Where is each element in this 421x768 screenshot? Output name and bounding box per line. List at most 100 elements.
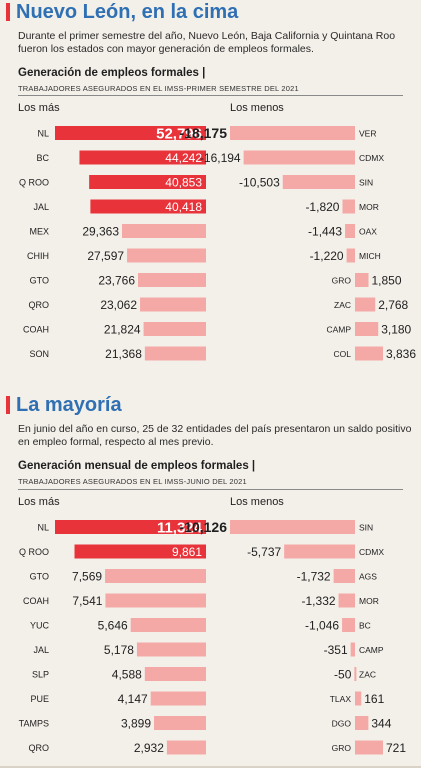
section1-right-header: Los menos bbox=[230, 102, 284, 114]
bar bbox=[345, 224, 355, 238]
section2-intro: En junio del año en curso, 25 de 32 enti… bbox=[18, 423, 412, 448]
value-label: -1,046 bbox=[305, 618, 339, 632]
bar bbox=[230, 520, 355, 534]
bar bbox=[355, 273, 369, 287]
bar bbox=[354, 667, 357, 681]
value-label: 23,766 bbox=[98, 273, 135, 287]
value-label: 40,853 bbox=[165, 175, 202, 189]
value-label: 27,597 bbox=[87, 249, 124, 263]
value-label: 29,363 bbox=[82, 224, 119, 238]
category-label: JAL bbox=[33, 645, 49, 655]
value-label: 4,147 bbox=[118, 692, 148, 706]
bar bbox=[122, 224, 206, 238]
bar bbox=[90, 199, 206, 214]
bar bbox=[243, 150, 355, 165]
value-label: 2,768 bbox=[378, 298, 408, 312]
category-label: BC bbox=[359, 621, 371, 631]
category-label: VER bbox=[359, 129, 376, 139]
value-label: 7,541 bbox=[72, 594, 102, 608]
bar bbox=[74, 544, 206, 559]
value-label: -50 bbox=[334, 667, 352, 681]
bar bbox=[105, 569, 206, 583]
bar bbox=[355, 346, 383, 361]
section1-title: Nuevo León, en la cima bbox=[6, 1, 238, 23]
section1-source: TRABAJADORES ASEGURADOS EN EL IMSS-PRIME… bbox=[18, 84, 299, 93]
bar bbox=[144, 346, 206, 361]
section1-intro: Durante el primer semestre del año, Nuev… bbox=[18, 30, 396, 55]
value-label: -16,194 bbox=[200, 151, 241, 165]
category-label: BC bbox=[36, 153, 49, 163]
section2-title-text: La mayoría bbox=[16, 394, 122, 416]
bar bbox=[55, 126, 206, 140]
bar bbox=[355, 297, 376, 312]
bar bbox=[230, 126, 355, 140]
category-label: GRO bbox=[332, 743, 352, 753]
value-label: 3,836 bbox=[386, 347, 416, 361]
category-label: CDMX bbox=[359, 547, 384, 557]
category-label: QRO bbox=[28, 743, 49, 753]
section2-right-header: Los menos bbox=[230, 496, 284, 508]
bar bbox=[144, 667, 206, 681]
bar bbox=[284, 544, 355, 559]
category-label: SIN bbox=[359, 178, 373, 188]
value-label: 5,178 bbox=[104, 643, 134, 657]
bar bbox=[105, 593, 206, 608]
section1-divider bbox=[18, 95, 403, 96]
category-label: AGS bbox=[359, 572, 377, 582]
value-label: 11,324 bbox=[157, 519, 203, 536]
bar bbox=[342, 199, 355, 214]
value-label: 9,861 bbox=[172, 545, 202, 559]
category-label: MOR bbox=[359, 596, 379, 606]
category-label: NL bbox=[37, 523, 49, 533]
value-label: 721 bbox=[386, 741, 406, 755]
bar bbox=[89, 175, 206, 189]
bar bbox=[350, 642, 355, 657]
value-label: 7,569 bbox=[72, 569, 102, 583]
value-label: 23,062 bbox=[100, 298, 137, 312]
bar bbox=[55, 520, 206, 534]
value-label: 3,899 bbox=[121, 716, 151, 730]
value-label: 44,242 bbox=[165, 151, 202, 165]
title-accent-mark bbox=[6, 396, 10, 414]
bar bbox=[79, 150, 206, 165]
category-label: CAMP bbox=[326, 325, 351, 335]
value-label: 21,368 bbox=[105, 347, 142, 361]
bar bbox=[140, 297, 206, 312]
bar bbox=[127, 248, 206, 263]
category-label: COAH bbox=[23, 596, 49, 606]
section2-source: TRABAJADORES ASEGURADOS EN EL IMSS-JUNIO… bbox=[18, 477, 247, 486]
category-label: SIN bbox=[359, 523, 373, 533]
category-label: SLP bbox=[32, 670, 49, 680]
section1-left-header: Los más bbox=[18, 102, 60, 114]
category-label: SON bbox=[29, 349, 49, 359]
category-label: CAMP bbox=[359, 645, 384, 655]
value-label: 344 bbox=[371, 716, 391, 730]
bar bbox=[150, 691, 206, 706]
value-label: -351 bbox=[324, 643, 348, 657]
section2-bar-charts: NL 11,324 Q ROO 9,861 GTO 7,569 COAH 7,541 YUC 5,… bbox=[19, 519, 407, 755]
category-label: GTO bbox=[30, 572, 49, 582]
category-label: ZAC bbox=[359, 670, 376, 680]
category-label: MEX bbox=[29, 227, 49, 237]
section2-left-header: Los más bbox=[18, 496, 60, 508]
bar bbox=[130, 618, 206, 632]
value-label: -18,175 bbox=[180, 125, 228, 141]
category-label: CDMX bbox=[359, 153, 384, 163]
value-label: -1,332 bbox=[302, 594, 336, 608]
bar bbox=[342, 618, 355, 632]
value-label: -1,220 bbox=[310, 249, 344, 263]
value-label: 3,180 bbox=[381, 322, 411, 336]
bar bbox=[355, 716, 369, 730]
section2-chart-subtitle: Generación mensual de empleos formales | bbox=[18, 460, 256, 472]
category-label: COAH bbox=[23, 325, 49, 335]
value-label: -1,820 bbox=[305, 200, 339, 214]
value-label: 1,850 bbox=[372, 273, 402, 287]
category-label: NL bbox=[37, 129, 49, 139]
bar bbox=[136, 642, 206, 657]
value-label: -5,737 bbox=[247, 545, 281, 559]
title-accent-mark bbox=[6, 3, 10, 21]
bar bbox=[143, 322, 206, 336]
bar bbox=[338, 593, 355, 608]
value-label: 2,932 bbox=[134, 741, 164, 755]
section2-divider bbox=[18, 489, 403, 490]
